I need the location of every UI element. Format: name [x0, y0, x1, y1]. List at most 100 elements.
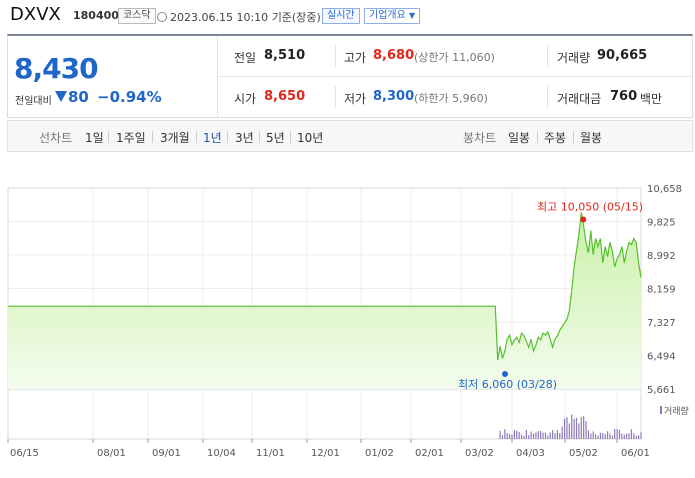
- price-summary: 8,430 전일대비 80 −0.94% 전일 8,510 고가 8,680 (…: [7, 34, 693, 118]
- open-label: 시가: [234, 92, 257, 106]
- period-1d[interactable]: 1일: [85, 131, 104, 145]
- current-price: 8,430: [14, 52, 99, 85]
- period-10y[interactable]: 10년: [297, 131, 324, 145]
- divider: [196, 131, 197, 143]
- basis-label: 기준(장중): [271, 11, 321, 24]
- volume-bar: [571, 414, 573, 439]
- volume-bar: [544, 432, 547, 439]
- period-5y[interactable]: 5년: [266, 131, 285, 145]
- stock-code: 180400: [73, 9, 119, 22]
- period-3m[interactable]: 3개월: [160, 131, 190, 145]
- volume-bar: [618, 429, 621, 439]
- low-label: 저가: [344, 92, 367, 106]
- current-price-panel: 8,430 전일대비 80 −0.94%: [8, 36, 218, 118]
- volume-bar: [556, 430, 558, 439]
- divider: [547, 86, 548, 108]
- timestamp: 2023.06.15 10:10 기준(장중): [157, 9, 321, 25]
- clock-icon: [157, 12, 167, 22]
- volume-bar: [563, 418, 566, 439]
- max-point-marker: [580, 216, 587, 223]
- volume-bar: [547, 435, 549, 439]
- stock-header: DXVX 180400 코스닥 2023.06.15 10:10 기준(장중) …: [0, 0, 695, 30]
- y-tick-label: 5,661: [647, 385, 676, 396]
- divider: [335, 86, 336, 108]
- divider: [547, 45, 548, 67]
- x-tick-label: 03/02: [465, 448, 494, 459]
- volume-bar: [616, 429, 618, 439]
- price-line: [8, 212, 642, 361]
- candle-weekly[interactable]: 주봉: [544, 131, 567, 145]
- divider: [108, 131, 109, 143]
- volume-bar: [511, 434, 513, 439]
- candle-monthly[interactable]: 월봉: [580, 131, 603, 145]
- company-info-dropdown[interactable]: 기업개요 ▼: [364, 8, 421, 24]
- volume-bar: [540, 430, 542, 439]
- high-value: 8,680: [373, 48, 415, 63]
- chart-period-bar: 선차트 1일 1주일 3개월 1년 3년 5년 10년 봉차트 일봉 주봉 월봉: [7, 120, 693, 152]
- realtime-button[interactable]: 실시간: [322, 8, 360, 24]
- volume-label: 거래량: [557, 51, 591, 65]
- timestamp-value: 2023.06.15 10:10: [170, 11, 269, 24]
- volume-bar: [554, 433, 556, 439]
- change-value: 80: [68, 88, 89, 106]
- company-info-label: 기업개요: [369, 10, 406, 21]
- x-tick-label: 12/01: [311, 448, 340, 459]
- volume-bar: [604, 434, 606, 439]
- volume-bar: [614, 429, 616, 439]
- volume-bar: [626, 433, 628, 439]
- amount-unit: 백만: [640, 92, 663, 106]
- y-tick-label: 8,992: [647, 251, 676, 262]
- high-cell: 고가 8,680 (상한가 11,060): [344, 36, 544, 76]
- open-value: 8,650: [264, 89, 306, 104]
- price-chart-svg: 06/15 08/01 09/01 10/04 11/01 12/01 01/02 02/01…: [7, 184, 689, 459]
- volume-bar: [499, 430, 501, 439]
- volume-bar: [602, 433, 604, 439]
- volume-bar: [573, 418, 575, 439]
- volume-bar: [506, 433, 508, 439]
- volume-bar: [635, 435, 637, 439]
- volume-bar: [597, 435, 599, 439]
- volume-bar: [583, 416, 585, 439]
- x-tick-label: 10/04: [207, 448, 236, 459]
- lower-limit: (하한가 5,960): [414, 92, 488, 105]
- divider: [219, 76, 693, 77]
- divider: [335, 45, 336, 67]
- low-cell: 저가 8,300 (하한가 5,960): [344, 77, 544, 117]
- divider: [290, 131, 291, 143]
- y-tick-label: 6,494: [647, 352, 676, 363]
- volume-bar: [638, 435, 640, 439]
- candle-daily[interactable]: 일봉: [508, 131, 531, 145]
- volume-bar: [606, 431, 609, 439]
- divider: [259, 131, 260, 143]
- period-1w[interactable]: 1주일: [116, 131, 146, 145]
- x-tick-label: 01/02: [365, 448, 394, 459]
- market-badge: 코스닥: [118, 8, 156, 24]
- low-value: 8,300: [373, 89, 415, 104]
- chevron-down-icon: ▼: [409, 11, 416, 20]
- volume-bar: [621, 433, 623, 439]
- open-cell: 시가 8,650: [232, 77, 342, 117]
- volume-bar: [509, 434, 511, 439]
- divider: [152, 131, 153, 143]
- period-3y[interactable]: 3년: [235, 131, 254, 145]
- volume-bar: [611, 435, 613, 439]
- min-price-label: 최저 6,060 (03/28): [458, 378, 557, 391]
- y-tick-label: 9,825: [647, 218, 676, 229]
- y-tick-label: 10,658: [647, 184, 682, 195]
- period-1y[interactable]: 1년: [203, 131, 222, 145]
- volume-bar: [566, 417, 568, 439]
- volume-bar: [568, 423, 570, 439]
- x-tick-label: 05/02: [569, 448, 598, 459]
- x-tick-label: 02/01: [415, 448, 444, 459]
- volume-bar: [542, 432, 544, 439]
- volume-legend-label: 거래량: [664, 405, 689, 417]
- volume-bar: [630, 429, 633, 439]
- volume-bar: [504, 429, 506, 439]
- volume-bar: [537, 431, 539, 439]
- volume-bar: [559, 432, 561, 439]
- x-tick-label: 08/01: [97, 448, 126, 459]
- y-tick-label: 8,159: [647, 285, 676, 296]
- volume-bar: [561, 426, 563, 439]
- amount-label: 거래대금: [557, 92, 602, 106]
- volume-bar: [516, 430, 518, 439]
